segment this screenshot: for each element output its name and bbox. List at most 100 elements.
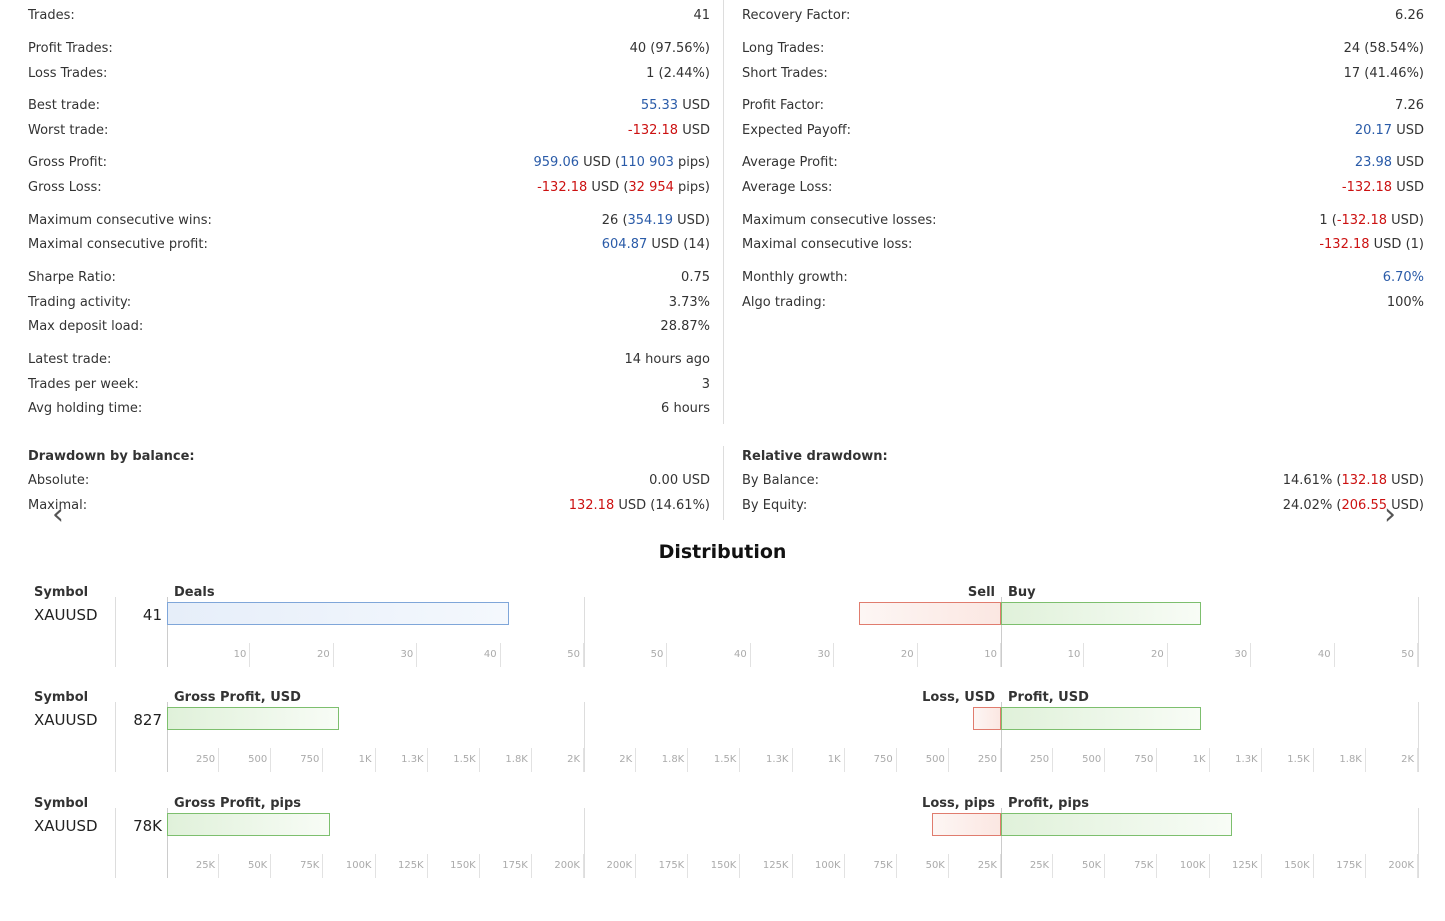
symbol-divider xyxy=(115,597,116,667)
symbol-header: Symbol xyxy=(34,796,89,811)
drawdown-absolute: Absolute: 0.00 USD xyxy=(28,473,710,488)
stat-sharpe-ratio: Sharpe Ratio: 0.75 xyxy=(28,270,710,285)
symbol-name: XAUUSD xyxy=(34,711,98,729)
left-bar xyxy=(167,813,330,836)
sell-bar xyxy=(932,813,1001,836)
stat-max-consecutive-loss: Maximal consecutive loss: -132.18 USD (1) xyxy=(742,237,1424,252)
tick-label: 250 xyxy=(1001,748,1054,772)
distribution-section: Symbol XAUUSD 41 Deals Sell Buy 10 20 30 40 50 50 40… xyxy=(0,585,1445,691)
stat-max-deposit-load: Max deposit load: 28.87% xyxy=(28,319,710,334)
left-axis-line xyxy=(167,597,168,667)
tick-label: 1.3K xyxy=(1210,748,1262,772)
tick-label: 50 xyxy=(1335,643,1418,667)
symbol-name: XAUUSD xyxy=(34,606,98,624)
tick-label: 125K xyxy=(740,854,793,878)
tick-label: 2K xyxy=(584,748,637,772)
tick-label: 1K xyxy=(323,748,376,772)
axis-ticks: 25K 50K 75K 100K 125K 150K 175K 200K 200K 175K 150… xyxy=(0,854,1445,878)
tick-label: 1.5K xyxy=(688,748,741,772)
tick-label: 1.3K xyxy=(740,748,793,772)
stat-latest-trade: Latest trade: 14 hours ago xyxy=(28,352,710,367)
stat-recovery-factor: Recovery Factor: 6.26 xyxy=(742,8,1424,23)
tick-label: 50 xyxy=(584,643,668,667)
tick-label: 250 xyxy=(167,748,220,772)
tick-label: 100K xyxy=(323,854,376,878)
tick-label: 10 xyxy=(918,643,1001,667)
relative-drawdown-balance: By Balance: 14.61% (132.18 USD) xyxy=(742,473,1424,488)
tick-label: 175K xyxy=(1314,854,1366,878)
tick-label: 150K xyxy=(428,854,480,878)
tick-label: 50K xyxy=(1053,854,1106,878)
stat-trades-per-week: Trades per week: 3 xyxy=(28,377,710,392)
axis-ticks: 10 20 30 40 50 50 40 30 20 10 10 20 30 40 50 xyxy=(0,643,1445,667)
axis-ticks: 250 500 750 1K 1.3K 1.5K 1.8K 2K 2K 1.8K 1.5K 1.3K 1… xyxy=(0,748,1445,772)
mid-axis-line xyxy=(584,597,585,667)
tick-label: 20 xyxy=(1084,643,1168,667)
stat-monthly-growth: Monthly growth: 6.70% xyxy=(742,270,1424,285)
prev-arrow-icon[interactable]: ‹ xyxy=(52,497,64,532)
symbol-divider xyxy=(115,808,116,878)
symbol-total: 827 xyxy=(133,711,162,729)
end-axis-line xyxy=(1418,702,1419,772)
tick-label: 75K xyxy=(271,854,324,878)
tick-label: 10 xyxy=(167,643,251,667)
stat-max-consecutive-wins: Maximum consecutive wins: 26 (354.19 USD) xyxy=(28,213,710,228)
tick-label: 150K xyxy=(688,854,741,878)
relative-drawdown-equity: By Equity: 24.02% (206.55 USD) xyxy=(742,498,1424,513)
stat-best-trade: Best trade: 55.33 USD xyxy=(28,98,710,113)
tick-label: 20 xyxy=(834,643,918,667)
tick-label: 25K xyxy=(167,854,220,878)
tick-label: 200K xyxy=(532,854,584,878)
left-chart-header: Gross Profit, USD xyxy=(174,690,301,705)
tick-label: 30 xyxy=(334,643,418,667)
right-chart-header-negative: Loss, USD xyxy=(922,690,995,705)
tick-label: 100K xyxy=(1157,854,1210,878)
tick-label: 25K xyxy=(1001,854,1054,878)
tick-label: 500 xyxy=(1053,748,1106,772)
stat-max-consecutive-profit: Maximal consecutive profit: 604.87 USD (1… xyxy=(28,237,710,252)
relative-drawdown-title: Relative drawdown: xyxy=(742,449,888,464)
right-chart-header-positive: Buy xyxy=(1008,585,1036,600)
stat-expected-payoff: Expected Payoff: 20.17 USD xyxy=(742,123,1424,138)
stat-average-loss: Average Loss: -132.18 USD xyxy=(742,180,1424,195)
right-chart-header-positive: Profit, pips xyxy=(1008,796,1089,811)
stat-average-profit: Average Profit: 23.98 USD xyxy=(742,155,1424,170)
tick-label: 25K xyxy=(949,854,1001,878)
tick-label: 200K xyxy=(584,854,637,878)
buy-bar xyxy=(1001,707,1201,730)
tick-label: 1K xyxy=(1157,748,1210,772)
tick-label: 2K xyxy=(532,748,584,772)
right-chart-header-negative: Sell xyxy=(967,585,995,600)
symbol-name: XAUUSD xyxy=(34,817,98,835)
tick-label: 750 xyxy=(845,748,897,772)
tick-label: 175K xyxy=(636,854,689,878)
symbol-header: Symbol xyxy=(34,690,89,705)
stat-algo-trading: Algo trading: 100% xyxy=(742,295,1424,310)
drawdown-maximal: Maximal: 132.18 USD (14.61%) xyxy=(28,498,710,513)
right-axis-line xyxy=(1001,702,1002,772)
right-axis-line xyxy=(1001,808,1002,878)
tick-label: 125K xyxy=(1210,854,1262,878)
left-axis-line xyxy=(167,702,168,772)
tick-label: 75K xyxy=(845,854,897,878)
tick-label: 1.8K xyxy=(1314,748,1366,772)
stat-long-trades: Long Trades: 24 (58.54%) xyxy=(742,41,1424,56)
tick-label: 2K xyxy=(1366,748,1418,772)
mid-axis-line xyxy=(584,702,585,772)
end-axis-line xyxy=(1418,808,1419,878)
tick-label: 1.5K xyxy=(1262,748,1314,772)
symbol-header: Symbol xyxy=(34,585,89,600)
buy-bar xyxy=(1001,602,1202,625)
tick-label: 150K xyxy=(1262,854,1314,878)
tick-label: 75K xyxy=(1105,854,1158,878)
tick-label: 1K xyxy=(793,748,845,772)
tick-label: 500 xyxy=(897,748,949,772)
stat-profit-trades: Profit Trades: 40 (97.56%) xyxy=(28,41,710,56)
next-arrow-icon[interactable]: › xyxy=(1384,497,1396,532)
left-bar xyxy=(167,602,509,625)
stat-gross-loss: Gross Loss: -132.18 USD (32 954 pips) xyxy=(28,180,710,195)
tick-label: 500 xyxy=(219,748,272,772)
distribution-title: Distribution xyxy=(658,541,787,563)
left-axis-line xyxy=(167,808,168,878)
left-bar xyxy=(167,707,340,730)
